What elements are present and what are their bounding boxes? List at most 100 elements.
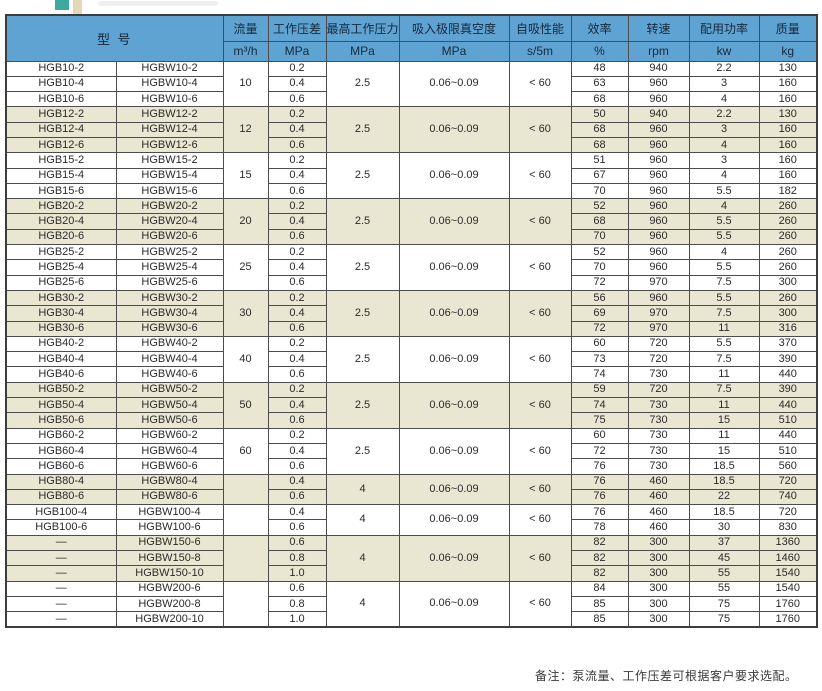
header-pressure_diff-label: 工作压差	[267, 14, 327, 42]
pressure-diff-cell: 0.4	[267, 473, 327, 490]
efficiency-cell: 74	[570, 397, 629, 414]
model-hgb-cell: HGB60-4	[5, 442, 117, 460]
efficiency-cell: 85	[570, 595, 629, 613]
speed-cell: 460	[627, 473, 690, 490]
pressure-diff-cell: 0.6	[267, 458, 327, 475]
table-row: HGB25-6 HGBW25-6 0.6 72 970 7.5 300	[5, 274, 818, 291]
flow-cell	[222, 504, 269, 536]
header-weight-unit: kg	[758, 40, 818, 62]
speed-cell: 730	[627, 458, 690, 475]
vacuum-cell: 0.06~0.09	[398, 427, 510, 475]
pressure-diff-cell: 0.2	[267, 152, 327, 169]
vacuum-cell: 0.06~0.09	[398, 381, 510, 429]
efficiency-cell: 56	[570, 289, 629, 307]
model-hgb-cell: —	[5, 549, 117, 567]
weight-cell: 1540	[758, 565, 818, 582]
weight-cell: 260	[758, 244, 818, 261]
power-cell: 3	[688, 75, 760, 93]
pressure-diff-cell: 0.2	[267, 106, 327, 123]
model-hgb-cell: HGB12-2	[5, 106, 117, 123]
efficiency-cell: 59	[570, 381, 629, 399]
model-hgb-cell: HGB100-6	[5, 519, 117, 536]
power-cell: 15	[688, 412, 760, 429]
flow-cell	[222, 534, 269, 582]
weight-cell: 260	[758, 289, 818, 307]
efficiency-cell: 70	[570, 228, 629, 246]
power-cell: 18.5	[688, 473, 760, 490]
model-hgb-cell: HGB25-2	[5, 244, 117, 261]
flow-cell: 30	[222, 289, 269, 337]
weight-cell: 1760	[758, 595, 818, 613]
model-hgb-cell: HGB10-4	[5, 75, 117, 93]
power-cell: 37	[688, 534, 760, 552]
model-hgbw-cell: HGBW12-2	[115, 106, 224, 123]
power-cell: 3	[688, 152, 760, 169]
model-hgbw-cell: HGBW15-4	[115, 167, 224, 184]
efficiency-cell: 73	[570, 351, 629, 368]
max-pressure-cell: 2.5	[325, 381, 400, 429]
max-pressure-cell: 4	[325, 473, 400, 506]
power-cell: 55	[688, 565, 760, 582]
weight-cell: 830	[758, 519, 818, 536]
pressure-diff-cell: 0.6	[267, 228, 327, 246]
model-hgb-cell: HGB50-4	[5, 397, 117, 414]
self-priming-cell: < 60	[508, 580, 572, 628]
self-priming-cell: < 60	[508, 427, 572, 475]
model-hgb-cell: HGB60-2	[5, 427, 117, 444]
model-hgbw-cell: HGBW30-2	[115, 289, 224, 307]
model-hgb-cell: HGB100-4	[5, 504, 117, 521]
table-row: HGB50-4 HGBW50-4 0.4 74 730 11 440	[5, 397, 818, 414]
weight-cell: 160	[758, 167, 818, 184]
model-hgb-cell: HGB10-6	[5, 91, 117, 108]
header-vacuum-label: 吸入极限真空度	[398, 14, 510, 42]
speed-cell: 300	[627, 580, 690, 597]
speed-cell: 460	[627, 504, 690, 521]
speed-cell: 960	[627, 213, 690, 230]
pressure-diff-cell: 0.6	[267, 366, 327, 383]
speed-cell: 960	[627, 244, 690, 261]
table-row: HGB12-2 HGBW12-2 12 0.2 2.5 0.06~0.09 < 60 50 94…	[5, 106, 818, 154]
efficiency-cell: 63	[570, 75, 629, 93]
power-cell: 30	[688, 519, 760, 536]
model-hgb-cell: HGB10-2	[5, 60, 117, 77]
speed-cell: 960	[627, 228, 690, 246]
pressure-diff-cell: 0.4	[267, 442, 327, 460]
decor-beige-strip	[73, 0, 82, 15]
model-hgbw-cell: HGBW80-4	[115, 473, 224, 490]
vacuum-cell: 0.06~0.09	[398, 244, 510, 291]
table-row: — HGBW150-6 0.6 4 0.06~0.09 < 60 82 300 37 1360	[5, 534, 818, 582]
model-hgbw-cell: HGBW20-6	[115, 228, 224, 246]
flow-cell: 12	[222, 106, 269, 154]
weight-cell: 440	[758, 366, 818, 383]
power-cell: 2.2	[688, 60, 760, 77]
self-priming-cell: < 60	[508, 152, 572, 200]
header-speed-unit: rpm	[627, 40, 690, 62]
model-hgb-cell: HGB40-4	[5, 351, 117, 368]
model-hgbw-cell: HGBW40-2	[115, 335, 224, 353]
table-row: HGB20-4 HGBW20-4 0.4 68 960 5.5 260	[5, 213, 818, 230]
pressure-diff-cell: 0.4	[267, 121, 327, 138]
model-hgbw-cell: HGBW200-6	[115, 580, 224, 597]
pressure-diff-cell: 0.2	[267, 335, 327, 353]
model-hgbw-cell: HGBW50-6	[115, 412, 224, 429]
speed-cell: 730	[627, 397, 690, 414]
weight-cell: 1460	[758, 549, 818, 567]
power-cell: 5.5	[688, 259, 760, 276]
weight-cell: 440	[758, 427, 818, 444]
table-row: HGB100-6 HGBW100-6 0.6 78 460 30 830	[5, 519, 818, 536]
header-power-unit: kw	[688, 40, 760, 62]
vacuum-cell: 0.06~0.09	[398, 198, 510, 246]
power-cell: 11	[688, 320, 760, 337]
model-hgbw-cell: HGBW40-4	[115, 351, 224, 368]
efficiency-cell: 48	[570, 60, 629, 77]
self-priming-cell: < 60	[508, 335, 572, 383]
speed-cell: 940	[627, 60, 690, 77]
table-row: — HGBW200-10 1.0 85 300 75 1760	[5, 611, 818, 628]
vacuum-cell: 0.06~0.09	[398, 473, 510, 506]
speed-cell: 960	[627, 91, 690, 108]
model-hgbw-cell: HGBW200-8	[115, 595, 224, 613]
efficiency-cell: 84	[570, 580, 629, 597]
efficiency-cell: 72	[570, 442, 629, 460]
power-cell: 18.5	[688, 458, 760, 475]
power-cell: 15	[688, 442, 760, 460]
